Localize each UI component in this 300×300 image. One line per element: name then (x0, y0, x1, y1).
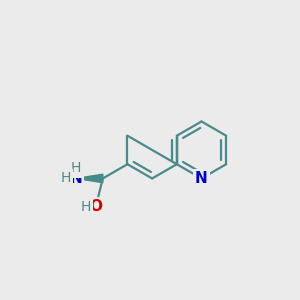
Text: O: O (89, 200, 102, 214)
Text: N: N (69, 171, 82, 186)
Text: H: H (70, 161, 81, 176)
Polygon shape (76, 174, 103, 183)
Text: H: H (61, 172, 71, 185)
Text: N: N (195, 171, 208, 186)
Text: H: H (80, 200, 91, 214)
